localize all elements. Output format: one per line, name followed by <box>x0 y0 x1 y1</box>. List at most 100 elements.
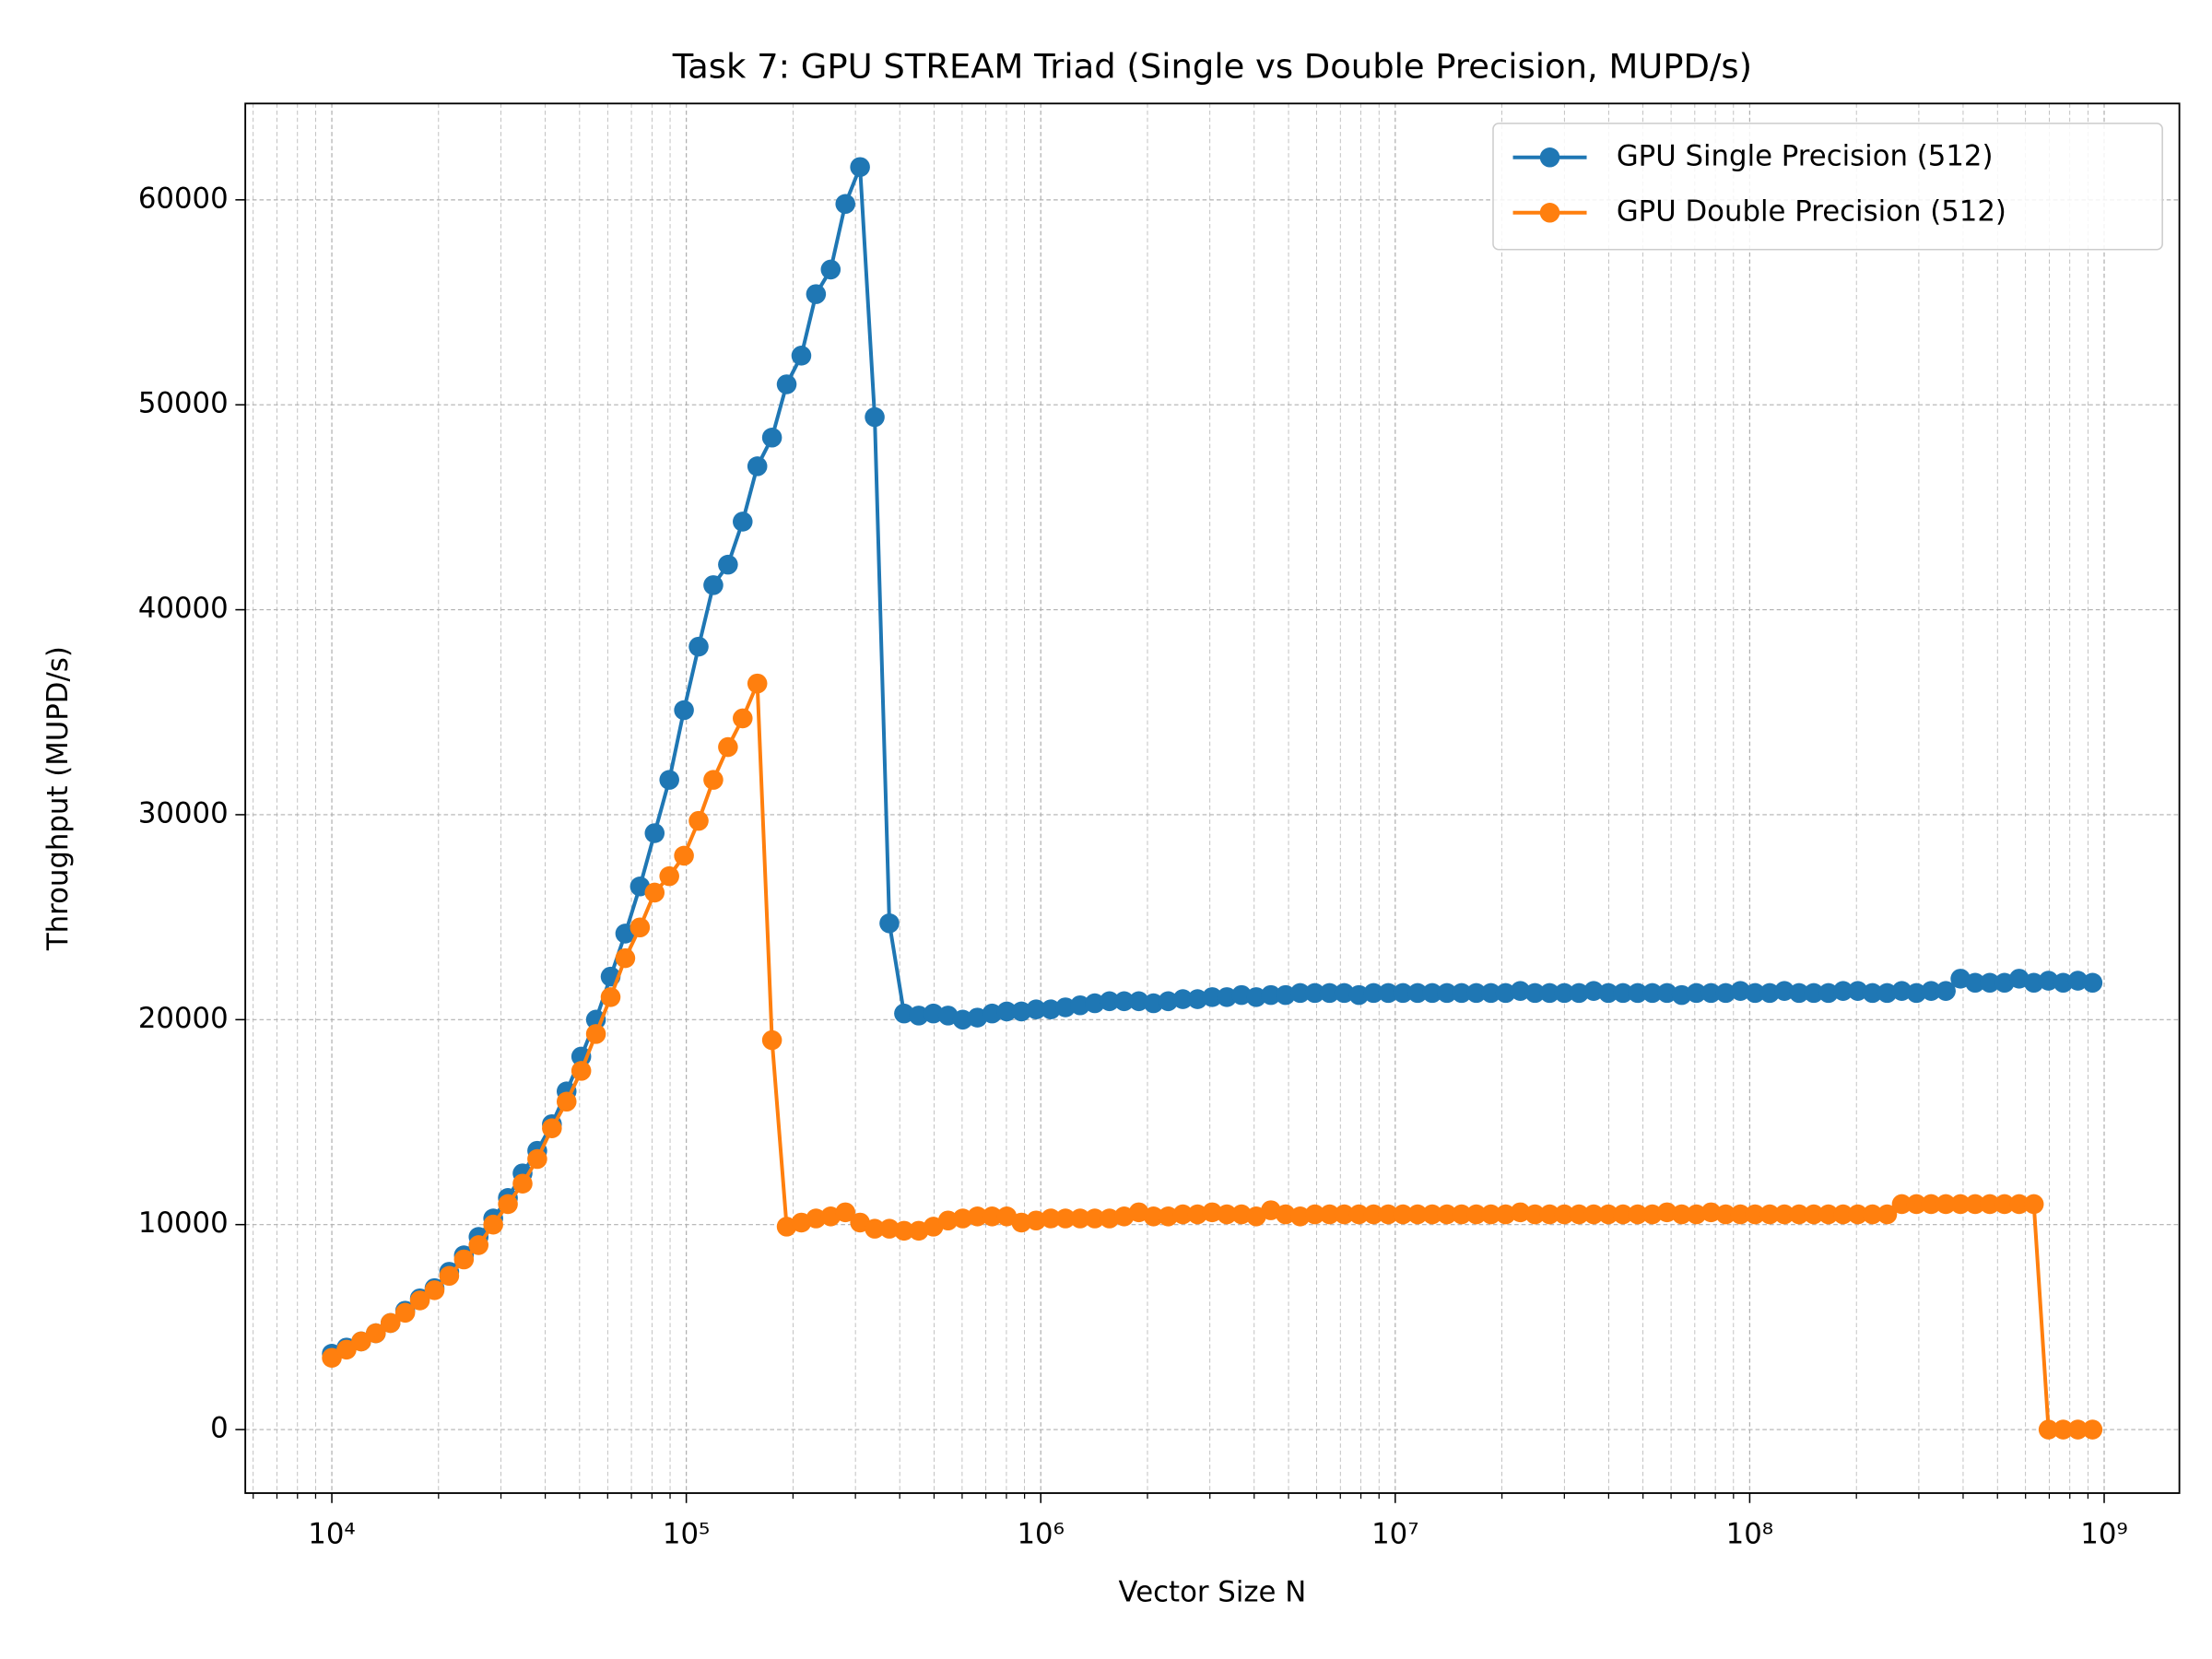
data-point <box>865 1218 885 1239</box>
data-point <box>1041 1208 1061 1229</box>
data-point <box>2067 971 2088 991</box>
data-point <box>1437 982 1457 1004</box>
data-point <box>1276 984 1296 1006</box>
data-point <box>1334 1204 1355 1225</box>
data-point <box>1686 982 1707 1004</box>
data-point <box>1510 1202 1531 1223</box>
data-point <box>1524 1204 1546 1225</box>
data-point <box>1539 1204 1560 1225</box>
data-point <box>1085 993 1105 1014</box>
data-point <box>982 1206 1003 1227</box>
data-point <box>1143 1206 1164 1227</box>
data-point <box>1700 982 1722 1004</box>
data-point <box>733 708 753 729</box>
data-point <box>1613 1204 1633 1225</box>
data-point <box>629 917 651 938</box>
data-point <box>747 456 768 477</box>
data-point <box>1465 982 1487 1004</box>
data-point <box>1877 982 1898 1004</box>
data-point <box>1628 1204 1648 1225</box>
data-point <box>453 1249 475 1270</box>
data-point <box>1980 972 2000 994</box>
data-point <box>1363 982 1384 1004</box>
data-point <box>1862 1204 1883 1225</box>
data-point <box>615 947 636 969</box>
data-point <box>1172 989 1194 1009</box>
data-point <box>1642 1204 1663 1225</box>
data-point <box>1099 1208 1120 1229</box>
data-point <box>674 700 694 721</box>
data-point <box>1289 982 1311 1004</box>
data-point <box>1862 982 1883 1004</box>
data-point <box>952 1009 973 1030</box>
data-point <box>923 1003 944 1024</box>
data-point <box>366 1323 386 1344</box>
data-point <box>380 1312 401 1334</box>
data-point <box>1465 1204 1487 1225</box>
data-point <box>776 374 797 394</box>
data-point <box>1363 1204 1384 1225</box>
data-point <box>1289 1206 1311 1227</box>
data-point <box>1891 981 1912 1001</box>
data-point <box>322 1347 342 1369</box>
data-point <box>1407 1204 1428 1225</box>
data-point <box>1832 1204 1853 1225</box>
data-point <box>1422 982 1442 1004</box>
data-point <box>1730 981 1751 1001</box>
data-point <box>1583 1204 1604 1225</box>
data-point <box>1202 1202 1222 1223</box>
data-point <box>835 1202 855 1223</box>
data-point <box>1172 1204 1194 1225</box>
data-point <box>1583 981 1604 1001</box>
data-point <box>1804 982 1824 1004</box>
data-point <box>1480 1204 1501 1225</box>
data-point <box>483 1214 503 1235</box>
data-point <box>1613 982 1633 1004</box>
data-point <box>1906 1194 1927 1215</box>
data-point <box>894 1003 914 1024</box>
data-point <box>1055 997 1076 1018</box>
data-point <box>1510 981 1531 1001</box>
data-point <box>747 673 768 694</box>
y-axis-label: Throughput (MUPD/s) <box>41 646 75 951</box>
data-point <box>1348 1204 1370 1225</box>
data-point <box>542 1118 562 1138</box>
data-point <box>1026 1210 1046 1231</box>
x-axis-label: Vector Size N <box>1119 1576 1307 1609</box>
data-point <box>1539 982 1560 1004</box>
data-point <box>1700 1202 1722 1223</box>
data-point <box>1187 1204 1208 1225</box>
data-point <box>761 428 782 448</box>
data-point <box>1276 1204 1296 1225</box>
data-point <box>894 1220 914 1241</box>
y-tick-label: 20000 <box>138 1002 229 1035</box>
chart-title: Task 7: GPU STREAM Triad (Single vs Doub… <box>672 46 1752 86</box>
data-point <box>512 1173 533 1194</box>
data-point <box>1569 1204 1589 1225</box>
data-point <box>1158 1206 1179 1227</box>
data-point <box>1554 982 1575 1004</box>
data-point <box>952 1208 973 1229</box>
data-point <box>835 194 855 215</box>
data-point <box>498 1194 518 1215</box>
data-point <box>703 770 724 790</box>
data-point <box>879 1218 900 1239</box>
data-point <box>2009 1194 2030 1215</box>
data-point <box>571 1061 592 1081</box>
data-point <box>2067 1419 2088 1440</box>
data-point <box>1158 991 1179 1012</box>
data-point <box>1055 1208 1076 1229</box>
data-point <box>1980 1194 2000 1215</box>
data-point <box>2053 972 2074 994</box>
y-tick-label: 0 <box>210 1412 229 1445</box>
data-point <box>1231 1204 1252 1225</box>
data-point <box>1965 1194 1985 1215</box>
x-tick-label: 10⁹ <box>2080 1518 2127 1551</box>
data-point <box>1965 972 1985 994</box>
data-point <box>688 810 709 831</box>
data-point <box>1745 982 1765 1004</box>
data-point <box>2053 1419 2074 1440</box>
data-point <box>1026 999 1046 1019</box>
data-point <box>1554 1204 1575 1225</box>
data-point <box>996 1001 1018 1022</box>
